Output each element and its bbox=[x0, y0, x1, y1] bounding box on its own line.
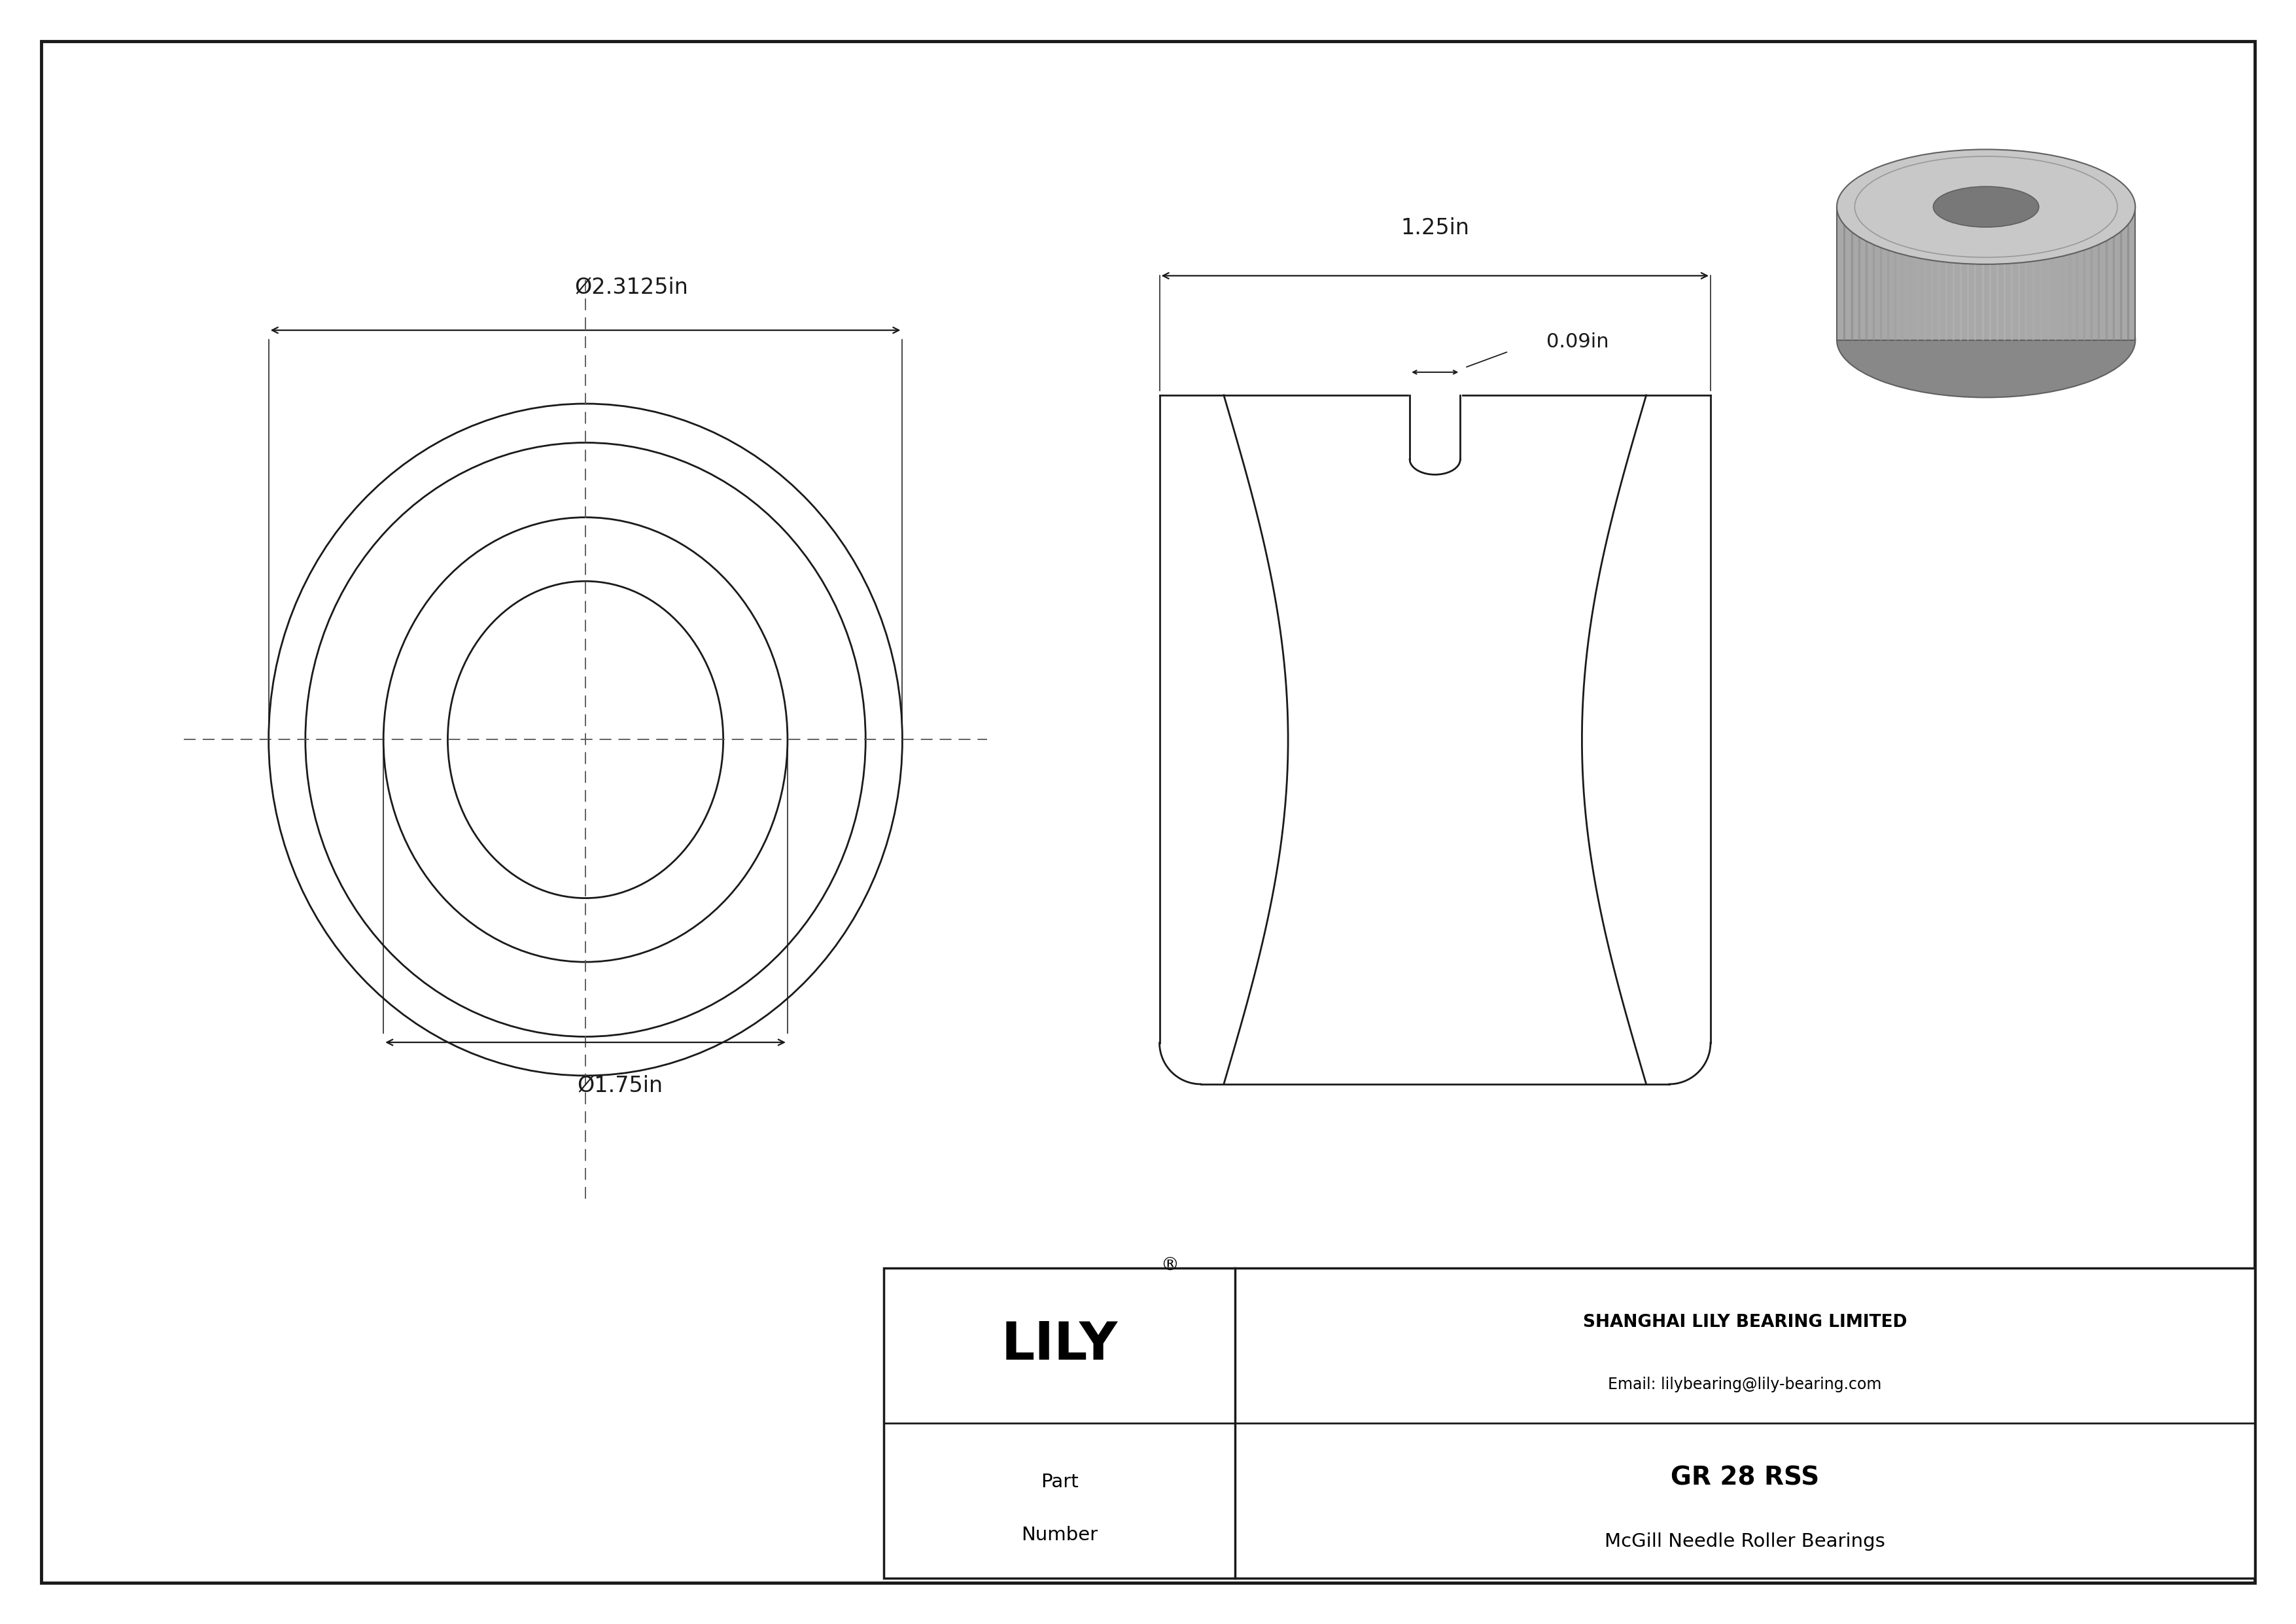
Text: Ø2.3125in: Ø2.3125in bbox=[574, 276, 689, 299]
Bar bbox=[884, 1268, 2255, 1579]
Text: ®: ® bbox=[1162, 1255, 1178, 1275]
Polygon shape bbox=[1837, 206, 2135, 339]
Ellipse shape bbox=[1837, 283, 2135, 398]
Text: McGill Needle Roller Bearings: McGill Needle Roller Bearings bbox=[1605, 1533, 1885, 1551]
Ellipse shape bbox=[1933, 187, 2039, 227]
Bar bbox=[884, 1268, 2255, 1579]
Ellipse shape bbox=[1837, 149, 2135, 265]
Text: Email: lilybearing@lily-bearing.com: Email: lilybearing@lily-bearing.com bbox=[1607, 1377, 1883, 1392]
Text: 0.09in: 0.09in bbox=[1545, 333, 1609, 351]
Text: GR 28 RSS: GR 28 RSS bbox=[1671, 1465, 1818, 1489]
Text: Number: Number bbox=[1022, 1525, 1097, 1544]
Text: LILY: LILY bbox=[1001, 1320, 1118, 1371]
Text: Part: Part bbox=[1040, 1473, 1079, 1491]
Text: SHANGHAI LILY BEARING LIMITED: SHANGHAI LILY BEARING LIMITED bbox=[1582, 1314, 1908, 1332]
Text: 1.25in: 1.25in bbox=[1401, 218, 1469, 239]
Text: Ø1.75in: Ø1.75in bbox=[576, 1075, 664, 1096]
